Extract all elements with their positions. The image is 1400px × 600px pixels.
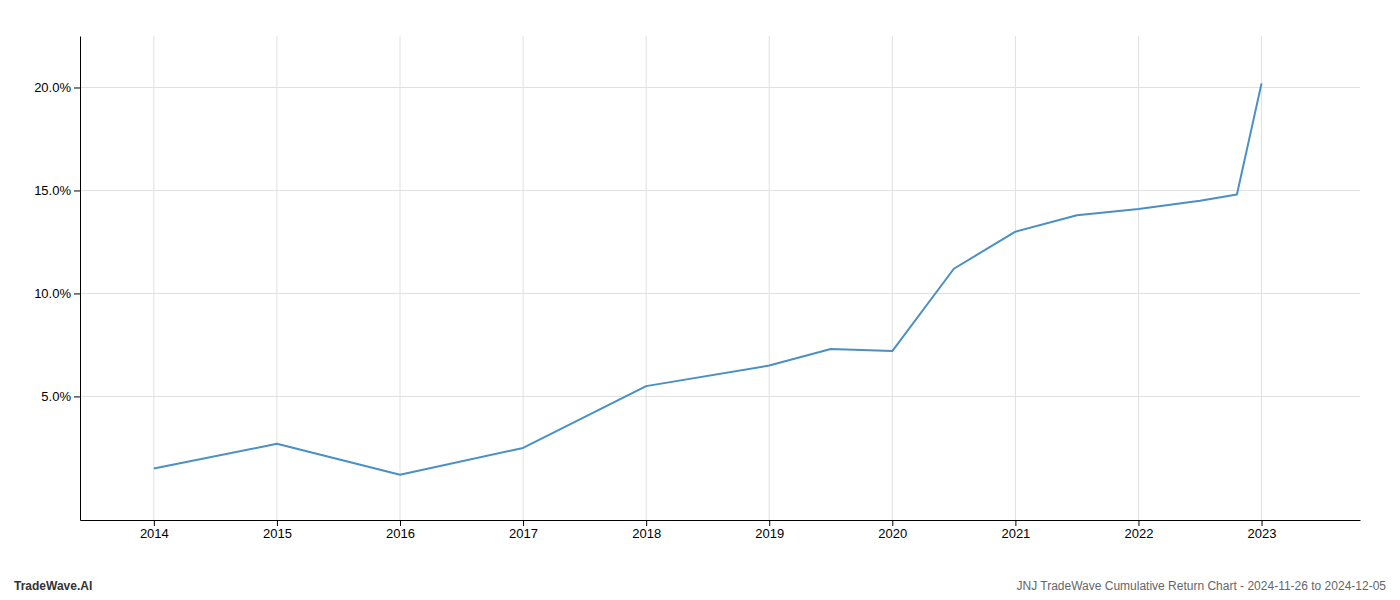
- x-tick-mark: [892, 520, 893, 526]
- y-tick: 20.0%: [34, 80, 80, 95]
- y-tick-mark: [74, 396, 80, 397]
- y-tick: 15.0%: [34, 183, 80, 198]
- x-tick-label: 2016: [386, 526, 415, 541]
- marks: [154, 83, 1262, 474]
- x-tick-mark: [646, 520, 647, 526]
- x-grid-line: [1261, 36, 1262, 520]
- x-tick: 2022: [1125, 520, 1154, 541]
- line: [154, 83, 1262, 474]
- x-grid-line: [892, 36, 893, 520]
- x-tick-mark: [277, 520, 278, 526]
- x-tick-label: 2020: [878, 526, 907, 541]
- x-tick: 2020: [878, 520, 907, 541]
- x-tick-label: 2018: [632, 526, 661, 541]
- x-tick-label: 2017: [509, 526, 538, 541]
- x-grid-line: [1138, 36, 1139, 520]
- x-grid-line: [769, 36, 770, 520]
- grid: [80, 36, 1360, 520]
- footer-right: JNJ TradeWave Cumulative Return Chart - …: [1016, 579, 1386, 593]
- x-tick-label: 2022: [1125, 526, 1154, 541]
- plot-area: 2014 2015 2016 2017 2018 2019 2020 2021 2022 2023…: [34, 36, 1360, 541]
- x-tick-mark: [1138, 520, 1139, 526]
- x-tick: 2021: [1001, 520, 1030, 541]
- footer: TradeWave.AI JNJ TradeWave Cumulative Ret…: [14, 579, 1386, 593]
- y-grid-line: [80, 87, 1360, 88]
- x-tick-label: 2015: [263, 526, 292, 541]
- x-axis: 2014 2015 2016 2017 2018 2019 2020 2021 2022 2023: [81, 520, 1361, 541]
- y-grid-line: [80, 293, 1360, 294]
- x-tick: 2019: [755, 520, 784, 541]
- x-tick: 2014: [140, 520, 169, 541]
- y-grid-line: [80, 190, 1360, 191]
- x-grid-line: [1015, 36, 1016, 520]
- y-tick: 5.0%: [41, 389, 80, 404]
- x-tick-label: 2023: [1248, 526, 1277, 541]
- y-tick-label: 15.0%: [34, 183, 71, 198]
- y-tick-label: 20.0%: [34, 80, 71, 95]
- chart: 2014 2015 2016 2017 2018 2019 2020 2021 2022 2023…: [0, 0, 1400, 600]
- x-tick: 2017: [509, 520, 538, 541]
- x-tick: 2016: [386, 520, 415, 541]
- y-tick-label: 10.0%: [34, 286, 71, 301]
- x-tick: 2015: [263, 520, 292, 541]
- x-tick: 2018: [632, 520, 661, 541]
- x-grid-line: [646, 36, 647, 520]
- y-tick-label: 5.0%: [41, 389, 71, 404]
- x-tick-mark: [523, 520, 524, 526]
- x-tick-mark: [1015, 520, 1016, 526]
- y-grid-line: [80, 396, 1360, 397]
- x-tick-label: 2014: [140, 526, 169, 541]
- footer-left: TradeWave.AI: [14, 579, 92, 593]
- x-tick-mark: [1262, 520, 1263, 526]
- x-tick-mark: [154, 520, 155, 526]
- x-tick-label: 2019: [755, 526, 784, 541]
- x-tick-mark: [400, 520, 401, 526]
- x-tick-mark: [769, 520, 770, 526]
- x-tick-label: 2021: [1001, 526, 1030, 541]
- x-grid-line: [276, 36, 277, 520]
- y-axis-line: [80, 37, 81, 521]
- x-grid-line: [153, 36, 154, 520]
- y-tick-mark: [74, 190, 80, 191]
- y-tick-mark: [74, 87, 80, 88]
- y-axis: 5.0% 10.0% 15.0% 20.0%: [34, 37, 80, 521]
- y-tick-mark: [74, 293, 80, 294]
- x-tick: 2023: [1248, 520, 1277, 541]
- x-grid-line: [400, 36, 401, 520]
- x-axis-line: [81, 520, 1361, 521]
- y-tick: 10.0%: [34, 286, 80, 301]
